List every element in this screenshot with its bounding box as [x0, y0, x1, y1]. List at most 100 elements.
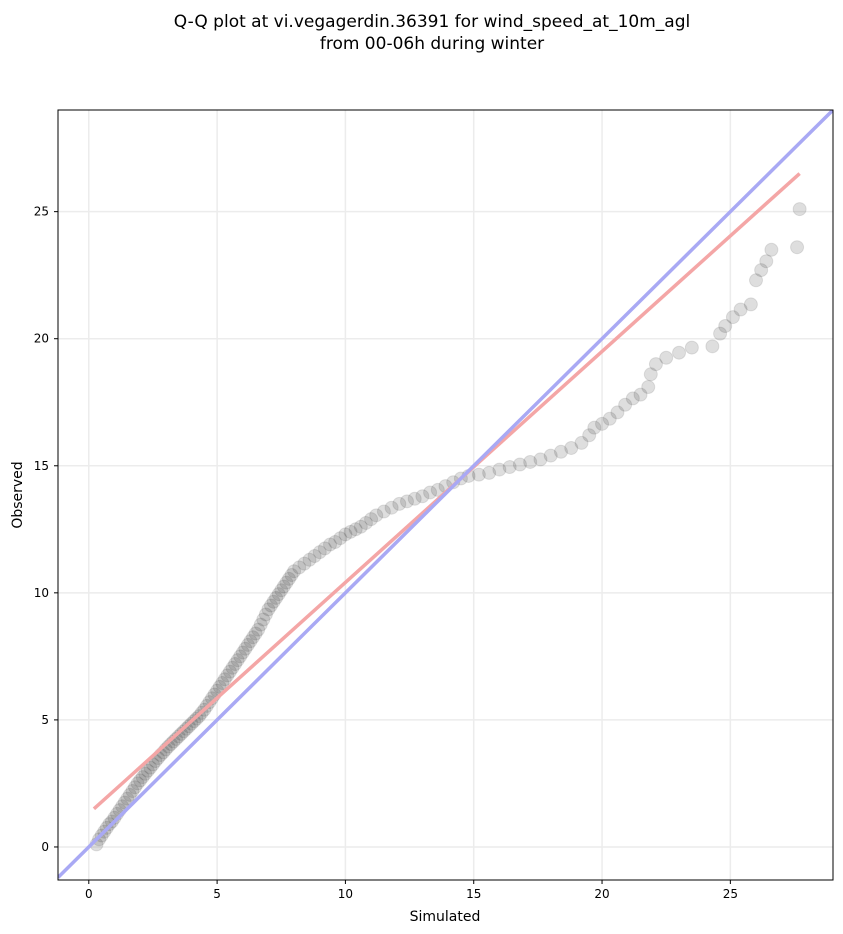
plot-frame: [57, 109, 834, 881]
scatter-point: [317, 541, 332, 556]
scatter-point: [284, 568, 299, 583]
scatter-point: [618, 397, 633, 412]
scatter-point: [107, 810, 122, 825]
scatter-point: [202, 695, 217, 710]
scatter-point: [281, 571, 296, 586]
scatter-point: [222, 664, 237, 679]
scatter-point: [138, 766, 153, 781]
scatter-point: [713, 326, 728, 341]
scatter-point: [743, 297, 758, 312]
scatter-point: [253, 617, 268, 632]
x-tick-label: 25: [723, 887, 738, 901]
scatter-point: [135, 770, 150, 785]
scatter-point: [369, 508, 384, 523]
scatter-point: [292, 560, 307, 575]
x-tick-label: 10: [338, 887, 353, 901]
scatter-point: [672, 345, 687, 360]
scatter-point: [502, 460, 517, 475]
scatter-point: [312, 545, 327, 560]
scatter-point: [705, 339, 720, 354]
scatter-point: [446, 475, 461, 490]
scatter-point: [133, 773, 148, 788]
y-axis-label: Observed: [10, 461, 26, 528]
scatter-point: [276, 579, 291, 594]
x-axis-label: Simulated: [410, 909, 481, 925]
scatter-point: [400, 494, 415, 509]
scatter-point: [633, 387, 648, 402]
scatter-point: [348, 522, 363, 537]
scatter-point: [274, 583, 289, 598]
scatter-point: [764, 242, 779, 257]
scatter-point: [595, 416, 610, 431]
scatter-point: [215, 676, 230, 691]
scatter-point: [230, 653, 245, 668]
scatter-point: [338, 527, 353, 542]
scatter-point: [279, 575, 294, 590]
chart-title-line-2: from 00-06h during winter: [320, 34, 544, 54]
scatter-series: [89, 202, 807, 852]
scatter-point: [248, 626, 263, 641]
scatter-point: [266, 594, 281, 609]
scatter-point: [602, 411, 617, 426]
scatter-point: [238, 641, 253, 656]
x-tick-label: 15: [466, 887, 481, 901]
scatter-point: [104, 814, 119, 829]
scatter-point: [523, 454, 538, 469]
scatter-point: [749, 273, 764, 288]
x-tick-label: 5: [213, 887, 221, 901]
scatter-point: [553, 444, 568, 459]
scatter-point: [233, 649, 248, 664]
scatter-point: [392, 496, 407, 511]
scatter-point: [376, 504, 391, 519]
scatter-point: [754, 263, 769, 278]
scatter-point: [258, 607, 273, 622]
tick-labels: 0 5 10 15 20 25 0 5 10 15 20 25: [34, 205, 738, 901]
scatter-point: [543, 448, 558, 463]
scatter-point: [271, 587, 286, 602]
scatter-point: [122, 787, 137, 802]
scatter-point: [792, 202, 807, 217]
scatter-point: [328, 535, 343, 550]
scatter-point: [790, 240, 805, 255]
scatter-point: [364, 512, 379, 527]
y-tick-label: 0: [41, 840, 49, 854]
grid: [58, 110, 833, 880]
scatter-point: [659, 350, 674, 365]
x-tick-label: 20: [594, 887, 609, 901]
scatter-point: [217, 672, 232, 687]
scatter-point: [415, 489, 430, 504]
scatter-point: [423, 485, 438, 500]
scatter-point: [343, 524, 358, 539]
scatter-point: [482, 465, 497, 480]
scatter-point: [181, 719, 196, 734]
reference-line: [58, 110, 833, 879]
scatter-point: [582, 428, 597, 443]
y-tick-label: 20: [34, 332, 49, 346]
scatter-point: [333, 531, 348, 546]
scatter-point: [718, 319, 733, 334]
scatter-point: [235, 645, 250, 660]
scatter-point: [246, 630, 261, 645]
scatter-point: [512, 457, 527, 472]
scatter-point: [492, 462, 507, 477]
y-tick-label: 10: [34, 586, 49, 600]
scatter-point: [610, 405, 625, 420]
scatter-point: [725, 310, 740, 325]
scatter-point: [176, 724, 191, 739]
scatter-point: [358, 515, 373, 530]
scatter-point: [263, 598, 278, 613]
scatter-point: [220, 668, 235, 683]
scatter-point: [297, 556, 312, 571]
y-tick-label: 25: [34, 205, 49, 219]
scatter-point: [179, 721, 194, 736]
scatter-point: [323, 537, 338, 552]
scatter-point: [228, 656, 243, 671]
scatter-point: [733, 302, 748, 317]
scatter-point: [407, 491, 422, 506]
scatter-point: [143, 760, 158, 775]
y-tick-label: 15: [34, 459, 49, 473]
scatter-point: [307, 548, 322, 563]
scatter-point: [251, 622, 266, 637]
axes: [57, 109, 834, 881]
